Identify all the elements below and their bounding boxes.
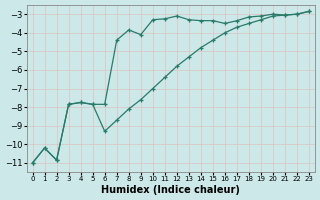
X-axis label: Humidex (Indice chaleur): Humidex (Indice chaleur) xyxy=(101,185,240,195)
